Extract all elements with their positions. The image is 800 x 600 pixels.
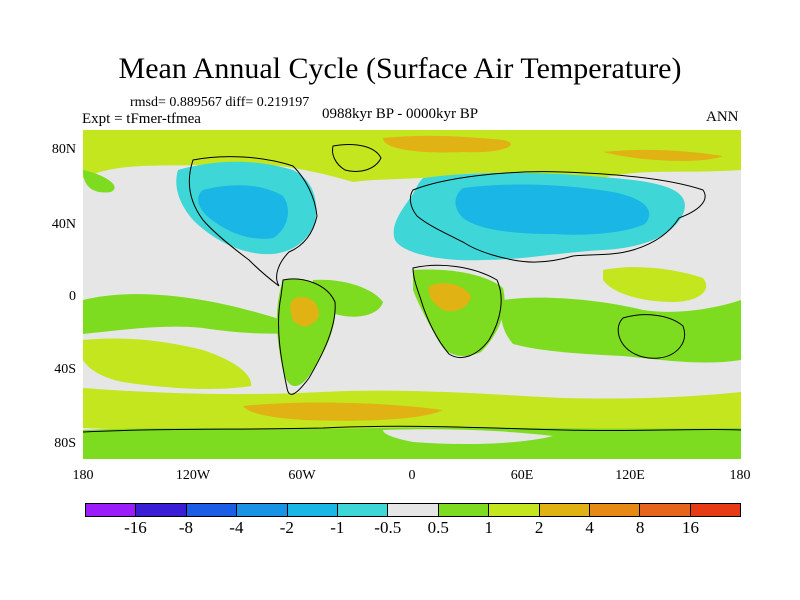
colorbar-box	[690, 504, 741, 516]
coastline-australia	[617, 314, 685, 359]
stats-text: rmsd= 0.889567 diff= 0.219197	[130, 95, 310, 110]
colorbar-label: 0.5	[427, 518, 449, 537]
colorbar-label: 4	[585, 518, 594, 537]
antarctica-neutral	[383, 429, 553, 444]
coastline-eurasia	[409, 171, 706, 263]
temperature-map	[83, 130, 741, 459]
xtick-180e: 180	[729, 468, 751, 483]
xtick-0: 0	[408, 468, 416, 483]
southern-ocean-orange	[243, 402, 443, 421]
coastline-antarctica	[83, 425, 741, 433]
xtick-120w: 120W	[175, 468, 211, 483]
xtick-180w: 180	[72, 468, 94, 483]
colorbar-label: -4	[229, 518, 244, 537]
colorbar-label: 1	[484, 518, 493, 537]
colorbar-label: 2	[534, 518, 544, 537]
ytick-80n: 80N	[51, 142, 76, 157]
xtick-120e: 120E	[615, 468, 645, 483]
arctic-orange-band	[383, 135, 511, 153]
ytick-40s: 40S	[54, 362, 76, 377]
pacific-green-band	[83, 294, 313, 334]
colorbar-label: -1	[330, 518, 345, 537]
ytick-0: 0	[69, 289, 76, 304]
arctic-green-patch	[83, 170, 115, 193]
arctic-orange-band-2	[603, 149, 723, 161]
colorbar-box	[438, 504, 490, 516]
africa-orange	[428, 283, 471, 312]
colorbar-label: -2	[279, 518, 294, 537]
colorbar-box	[186, 504, 238, 516]
coastline-africa	[412, 264, 502, 358]
coastline-south-america	[278, 278, 336, 395]
colorbar-box	[287, 504, 338, 516]
colorbar-box	[489, 504, 540, 516]
season-label: ANN	[706, 109, 739, 125]
coastline-north-america	[188, 156, 318, 287]
colorbar-label: 8	[635, 518, 645, 537]
coastline-greenland	[332, 144, 382, 172]
period-label: 0988kyr BP - 0000kyr BP	[322, 106, 479, 122]
colorbar-box	[337, 504, 389, 516]
namerica-blue-core	[198, 185, 288, 239]
colorbar-box	[136, 504, 187, 516]
maritime-continent-yellowgreen	[603, 267, 707, 302]
colorbar	[85, 503, 741, 517]
south-america-orange	[290, 296, 319, 327]
colorbar-box	[539, 504, 590, 516]
colorbar-box	[640, 504, 691, 516]
colorbar-box	[589, 504, 641, 516]
eurasia-blue-core	[455, 184, 650, 235]
xtick-60w: 60W	[288, 468, 316, 483]
experiment-label: Expt = tFmer-tfmea	[82, 111, 201, 127]
xtick-60e: 60E	[510, 468, 534, 483]
ytick-40n: 40N	[51, 217, 76, 232]
antarctica-green	[83, 427, 741, 459]
colorbar-label: -16	[124, 518, 147, 537]
map-title: Mean Annual Cycle (Surface Air Temperatu…	[118, 52, 682, 85]
coastlines	[83, 144, 741, 433]
south-pacific-green	[83, 338, 252, 389]
colorbar-box	[388, 504, 439, 516]
ytick-80s: 80S	[54, 436, 76, 451]
colorbar-label: 16	[682, 518, 700, 537]
colorbar-label: -0.5	[374, 518, 402, 537]
colorbar-label: -8	[178, 518, 193, 537]
arctic-green-band	[83, 130, 741, 182]
colorbar-box	[237, 504, 288, 516]
colorbar-box	[86, 504, 137, 516]
